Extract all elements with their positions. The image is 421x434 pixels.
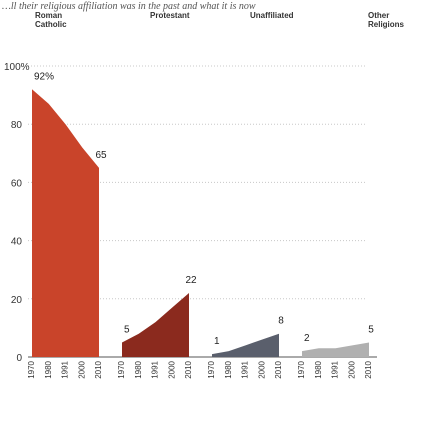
x-tick-label: 1991 [241, 360, 250, 378]
x-tick-label: 2000 [77, 360, 86, 378]
x-tick-label: 1991 [151, 360, 160, 378]
data-label: 2 [304, 333, 310, 344]
data-label: 1 [214, 336, 220, 347]
y-axis: 0 20 40 60 80 100% [4, 62, 30, 364]
x-tick-label: 1980 [314, 360, 323, 378]
chart-title: …ll their religious affiliation was in t… [2, 1, 256, 12]
y-tick-label: 60 [11, 178, 23, 189]
x-tick-label: 2000 [257, 360, 266, 378]
panel-name: Other [368, 11, 389, 20]
y-tick-label: 0 [16, 353, 22, 364]
data-label: 92% [34, 71, 54, 82]
x-tick-label: 2010 [274, 360, 283, 378]
x-tick-label: 2000 [347, 360, 356, 378]
data-label: 5 [124, 324, 130, 335]
panel-name: Protestant [150, 11, 190, 20]
y-tick-label: 100% [4, 62, 30, 73]
y-tick-label: 40 [11, 237, 23, 248]
area-series [212, 333, 279, 357]
panel-name: Roman [35, 11, 62, 20]
x-tick-label: 1970 [117, 360, 126, 378]
x-tick-label: 1970 [207, 360, 216, 378]
y-tick-label: 20 [11, 295, 23, 306]
x-tick-label: 1980 [134, 360, 143, 378]
panel-name: Religions [368, 20, 405, 29]
x-tick-label: 2000 [167, 360, 176, 378]
panel-protestant: Protestant 5 22 1970 1980 1991 2000 2010 [117, 11, 197, 379]
x-tick-label: 1970 [297, 360, 306, 378]
x-tick-label: 1991 [331, 360, 340, 378]
x-tick-label: 1991 [61, 360, 70, 378]
data-label: 65 [95, 150, 107, 161]
x-tick-label: 1980 [224, 360, 233, 378]
area-series [122, 292, 189, 357]
data-label: 5 [368, 324, 374, 335]
panel-name: Unaffiliated [250, 11, 294, 20]
area-series [302, 342, 369, 357]
area-series [32, 89, 99, 357]
panel-unaffiliated: Unaffiliated 1 8 1970 1980 1991 2000 2010 [207, 11, 294, 379]
x-tick-label: 1980 [44, 360, 53, 378]
x-tick-label: 2010 [184, 360, 193, 378]
data-label: 22 [185, 275, 197, 286]
data-label: 8 [278, 316, 284, 327]
x-tick-label: 2010 [94, 360, 103, 378]
x-tick-label: 2010 [364, 360, 373, 378]
y-tick-label: 80 [11, 120, 23, 131]
panel-name: Catholic [35, 20, 67, 29]
x-tick-label: 1970 [27, 360, 36, 378]
